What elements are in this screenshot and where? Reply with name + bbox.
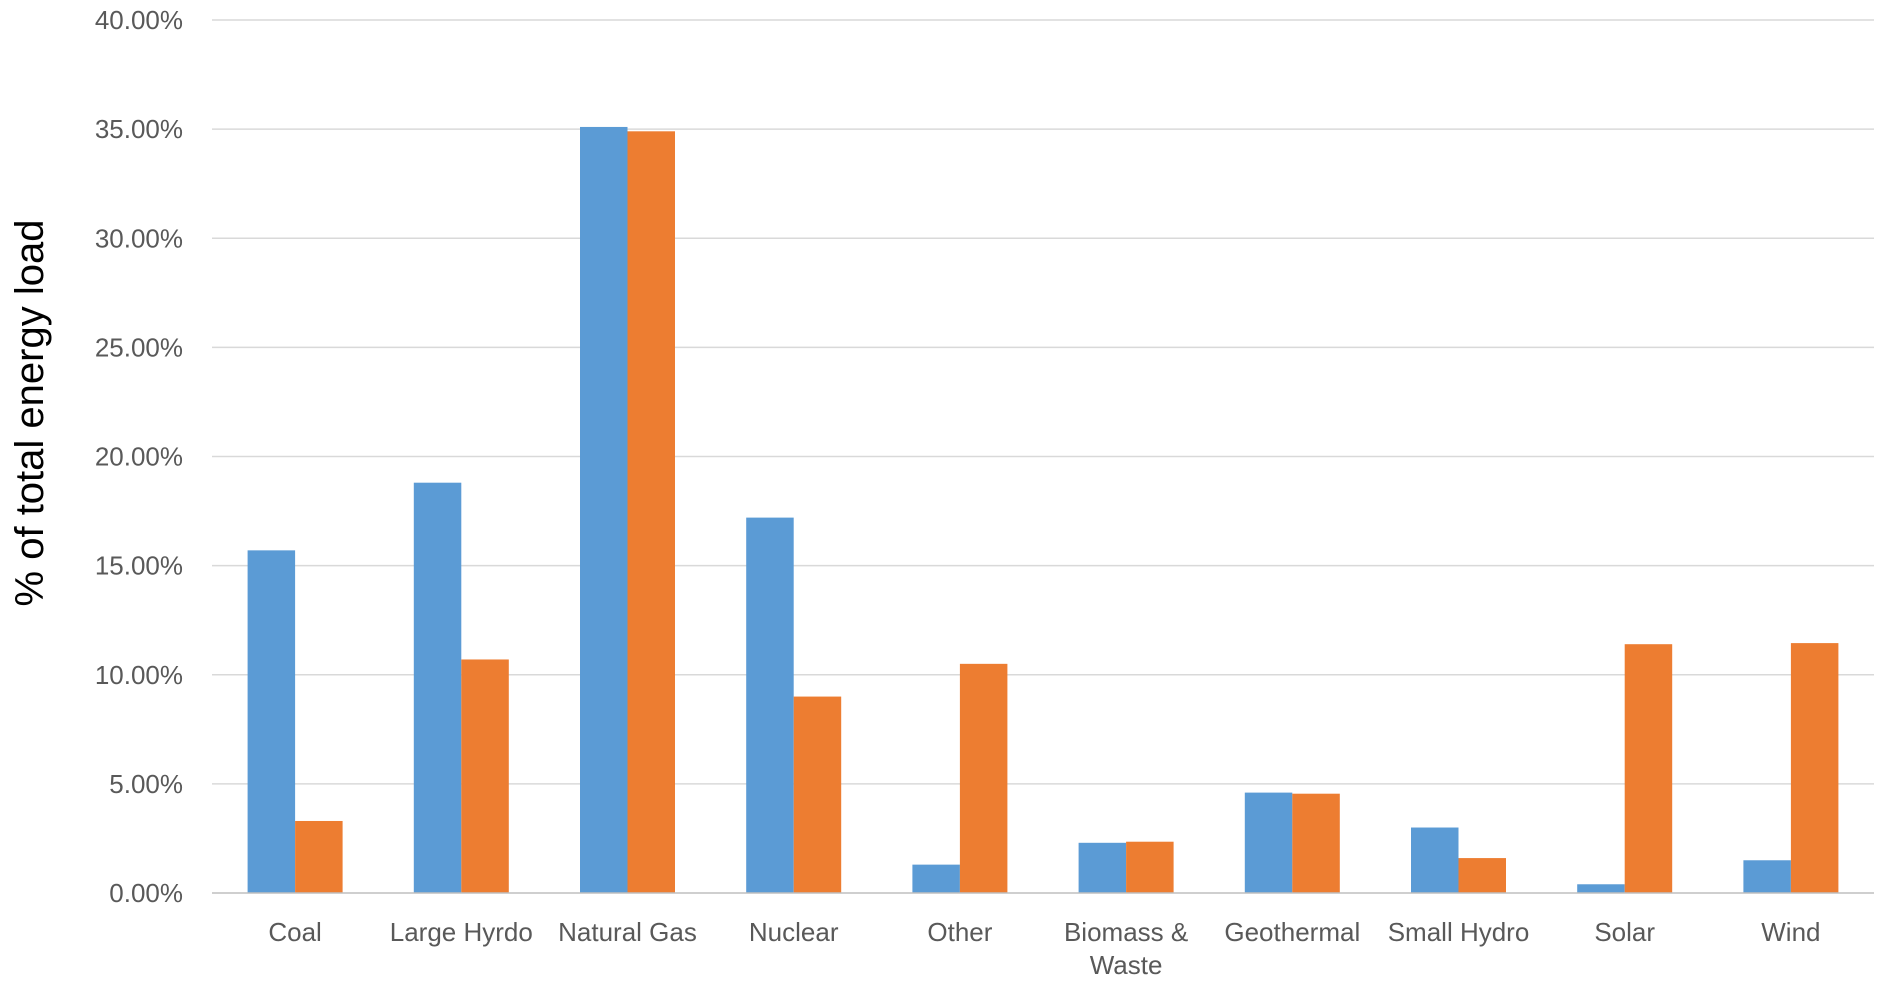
x-tick-label: Small Hydro bbox=[1388, 917, 1530, 947]
bar bbox=[627, 131, 675, 893]
y-tick-label: 20.00% bbox=[95, 442, 183, 472]
bar bbox=[1743, 860, 1791, 893]
x-tick-label: Large Hyrdo bbox=[390, 917, 533, 947]
bar bbox=[1458, 858, 1506, 893]
y-tick-label: 40.00% bbox=[95, 5, 183, 35]
bar bbox=[793, 696, 842, 893]
bar bbox=[1411, 827, 1459, 893]
y-tick-label: 5.00% bbox=[109, 769, 183, 799]
y-tick-labels: 0.00% 5.00% 10.00% 15.00% 20.00% 25.00% 30.00%… bbox=[95, 5, 183, 908]
x-tick-label: Geothermal bbox=[1224, 917, 1360, 947]
x-tick-label: Solar bbox=[1594, 917, 1655, 947]
y-tick-label: 25.00% bbox=[95, 332, 183, 362]
bar bbox=[1577, 884, 1625, 893]
bar bbox=[1244, 792, 1293, 893]
x-tick-label: Wind bbox=[1761, 917, 1820, 947]
x-tick-label: Nuclear bbox=[749, 917, 839, 947]
x-tick-label: Coal bbox=[268, 917, 321, 947]
y-axis-title: % of total energy load bbox=[8, 220, 52, 607]
y-tick-label: 10.00% bbox=[95, 660, 183, 690]
y-tick-label: 30.00% bbox=[95, 223, 183, 253]
x-tick-label: Biomass & Waste bbox=[1064, 917, 1188, 980]
bar bbox=[1624, 644, 1673, 893]
bar bbox=[1126, 841, 1174, 893]
bar bbox=[413, 482, 462, 893]
bar bbox=[1292, 793, 1340, 893]
bars bbox=[247, 126, 1839, 893]
x-tick-label: Other bbox=[927, 917, 992, 947]
y-tick-label: 0.00% bbox=[109, 878, 183, 908]
x-tick-labels: Coal Large Hyrdo Natural Gas Nuclear Other Bi… bbox=[268, 917, 1820, 980]
bar bbox=[247, 550, 296, 893]
bar bbox=[295, 820, 343, 893]
bar bbox=[461, 659, 509, 893]
x-tick-label: Natural Gas bbox=[558, 917, 697, 947]
bar bbox=[1078, 842, 1127, 893]
bar bbox=[912, 864, 960, 893]
bar bbox=[1790, 643, 1839, 893]
y-tick-label: 15.00% bbox=[95, 551, 183, 581]
y-tick-label: 35.00% bbox=[95, 114, 183, 144]
bar bbox=[580, 126, 628, 893]
bar bbox=[746, 517, 794, 893]
bar bbox=[959, 663, 1008, 893]
